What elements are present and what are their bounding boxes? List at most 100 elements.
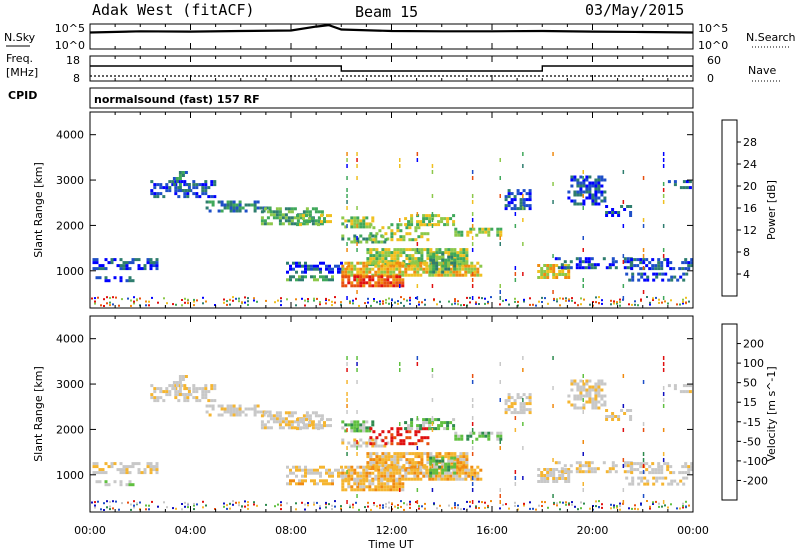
power-cell	[453, 252, 457, 256]
power-cell	[374, 240, 378, 244]
velocity-cell	[97, 500, 99, 503]
power-cell	[119, 267, 123, 271]
power-cell	[359, 225, 363, 229]
velocity-cell	[409, 506, 411, 509]
velocity-cell	[471, 440, 474, 444]
velocity-cell	[429, 452, 433, 456]
power-cell	[378, 229, 382, 233]
power-cell	[413, 270, 417, 274]
power-cell	[570, 175, 574, 179]
power-cell	[356, 267, 360, 271]
velocity-cell	[346, 356, 348, 360]
noise-right-tick-top: 10^5	[698, 22, 728, 35]
velocity-cell	[481, 431, 485, 435]
velocity-cell	[314, 423, 318, 427]
power-cell	[388, 302, 390, 305]
power-cell	[153, 183, 157, 187]
power-cell	[600, 199, 604, 203]
velocity-cell	[299, 420, 303, 424]
power-cell	[350, 273, 354, 277]
velocity-cell	[431, 464, 434, 468]
velocity-cell	[241, 410, 245, 414]
velocity-cell	[465, 461, 469, 465]
velocity-cell	[187, 393, 191, 396]
power-colorbar-tick-label: 8	[743, 246, 750, 259]
power-cell	[253, 206, 257, 210]
velocity-cell	[519, 405, 523, 409]
power-cell	[376, 301, 378, 304]
power-cell	[353, 240, 357, 244]
power-cell	[380, 264, 384, 268]
velocity-cell	[404, 471, 408, 475]
velocity-cell	[537, 480, 541, 483]
velocity-cell	[588, 400, 592, 404]
velocity-cell	[643, 482, 647, 486]
power-cell	[350, 270, 354, 274]
power-cell	[119, 279, 123, 283]
velocity-cell	[666, 465, 670, 469]
power-cell	[204, 183, 208, 187]
velocity-cell	[131, 483, 135, 487]
power-cell	[207, 186, 211, 190]
velocity-cell	[296, 418, 299, 422]
power-cell	[110, 261, 114, 265]
power-cell	[94, 297, 96, 300]
power-cell	[574, 301, 576, 304]
velocity-cell	[473, 471, 477, 475]
power-cell	[467, 264, 471, 268]
power-cell	[519, 204, 523, 208]
velocity-cell	[475, 506, 477, 509]
power-cell	[648, 261, 652, 265]
velocity-cell	[368, 429, 372, 433]
power-cell	[570, 184, 574, 188]
velocity-cell	[687, 471, 691, 475]
power-cell	[432, 270, 436, 274]
power-cell	[682, 272, 686, 276]
velocity-cell	[467, 474, 471, 478]
power-cell	[408, 232, 412, 236]
velocity-cell	[187, 506, 189, 509]
velocity-cell	[350, 485, 354, 489]
velocity-cell	[368, 485, 372, 489]
velocity-cell	[119, 483, 123, 487]
power-cell	[423, 223, 427, 227]
power-cell	[133, 302, 135, 305]
velocity-cell	[561, 474, 565, 477]
power-cell	[522, 198, 526, 202]
velocity-cell	[402, 452, 406, 456]
power-cell	[286, 261, 289, 265]
velocity-cell	[600, 382, 604, 386]
velocity-cell	[377, 477, 381, 481]
power-cell	[591, 181, 595, 185]
power-cell	[401, 278, 405, 282]
power-cell	[517, 300, 519, 303]
velocity-cell	[567, 477, 571, 480]
velocity-cell	[104, 462, 108, 466]
power-cell	[404, 267, 408, 271]
velocity-cell	[651, 471, 655, 475]
velocity-cell	[374, 468, 378, 472]
power-cell	[313, 264, 316, 268]
cpid-label: CPID	[8, 89, 37, 102]
power-cell	[328, 264, 331, 268]
power-cell	[362, 278, 366, 282]
power-cell	[401, 281, 405, 285]
power-cell	[359, 275, 363, 279]
velocity-cell	[103, 502, 105, 505]
power-cell	[584, 266, 588, 270]
velocity-cell	[263, 411, 267, 415]
velocity-cell	[349, 506, 351, 509]
power-cell	[328, 267, 331, 271]
velocity-cell	[573, 403, 577, 407]
velocity-cell	[597, 382, 601, 386]
velocity-cell	[589, 507, 591, 510]
velocity-cell	[196, 503, 198, 506]
power-cell	[122, 264, 126, 268]
power-cell	[432, 255, 436, 259]
velocity-cell	[372, 458, 376, 462]
power-cell	[341, 284, 345, 288]
velocity-cell	[413, 465, 417, 469]
power-cell	[408, 263, 412, 267]
power-cell	[398, 273, 402, 277]
power-cell	[429, 270, 433, 274]
